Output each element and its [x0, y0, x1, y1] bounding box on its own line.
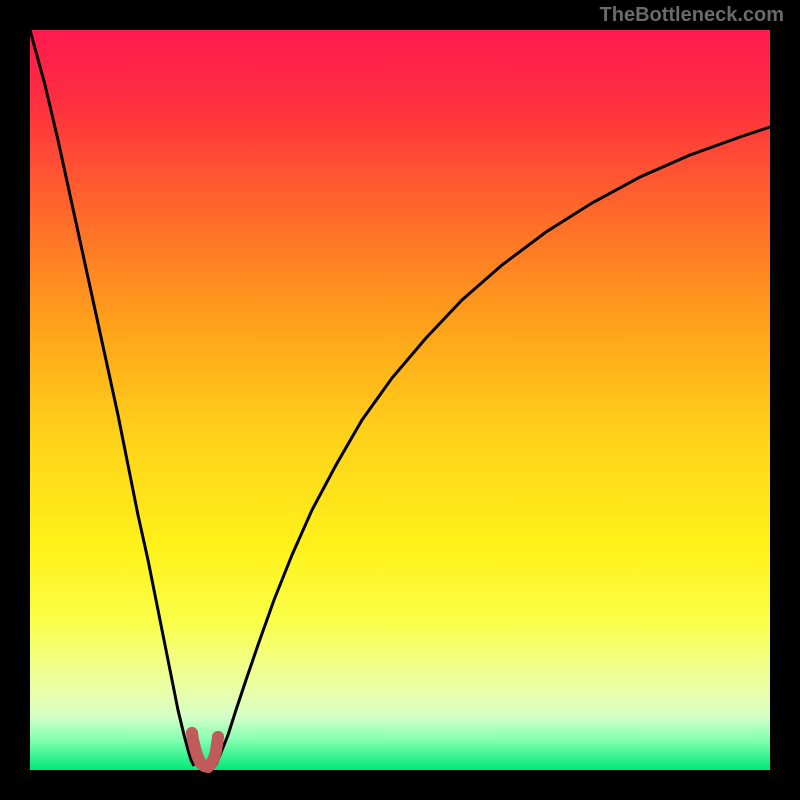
- plot-background: [30, 30, 770, 770]
- watermark-text: TheBottleneck.com: [600, 4, 784, 27]
- chart-svg: [0, 0, 800, 800]
- chart-container: TheBottleneck.com: [0, 0, 800, 800]
